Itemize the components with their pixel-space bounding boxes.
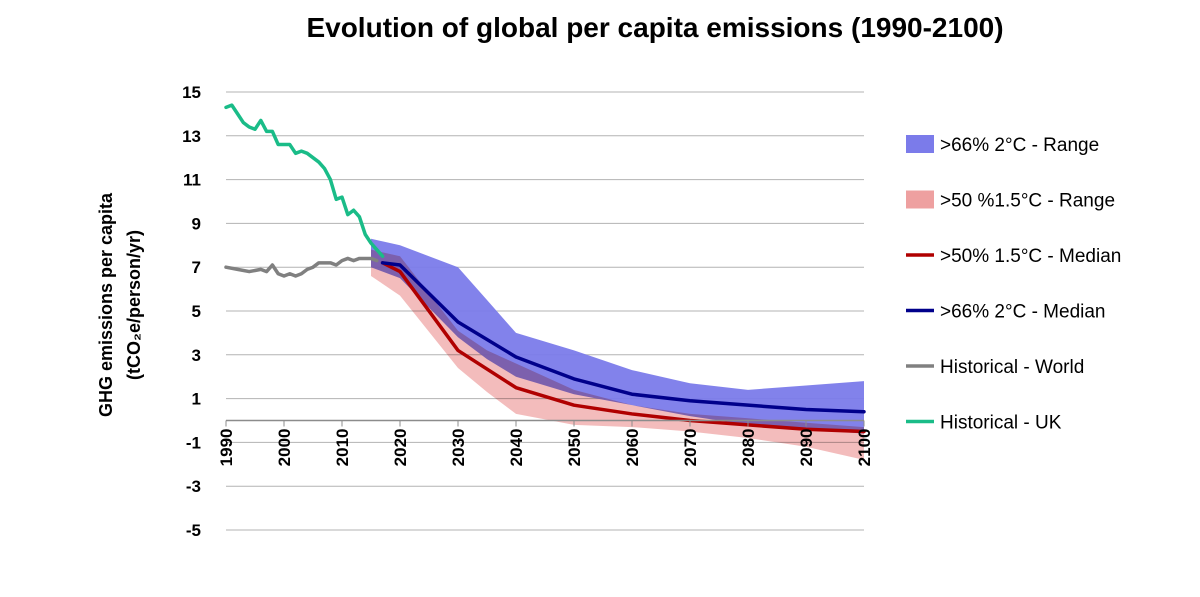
y-tick-label: 1 [192, 390, 201, 409]
y-tick-labels: 15 13 11 9 7 5 3 1 -1 -3 -5 [182, 83, 201, 540]
y-axis-unit: (tCO₂e/person/yr) [124, 230, 144, 380]
x-tick-label: 2020 [391, 429, 410, 467]
y-tick-label: -3 [186, 477, 201, 496]
y-tick-label: 13 [182, 127, 201, 146]
x-tick-label: 2040 [507, 429, 526, 467]
x-tick-label: 2080 [739, 429, 758, 467]
axes [225, 419, 865, 427]
line-historical-uk [224, 103, 385, 258]
legend-swatch-50-1-5-c-range [906, 190, 934, 209]
series-lines [224, 103, 866, 434]
x-tick-label: 1990 [217, 429, 236, 467]
legend-label: Historical - UK [940, 413, 1062, 434]
line-66-2-c-median [380, 261, 866, 414]
line-50-1-5-c-median [380, 261, 866, 434]
chart-title: Evolution of global per capita emissions… [306, 12, 1004, 43]
range-areas [371, 238, 864, 460]
x-tick-label: 2030 [449, 429, 468, 467]
x-tick-label: 2050 [565, 429, 584, 467]
legend: >66% 2°C - Range >50 %1.5°C - Range >50% 1… [906, 135, 1121, 434]
x-tick-label: 2060 [623, 429, 642, 467]
area-50-1-5-c-range [371, 249, 864, 460]
y-tick-label: -5 [186, 521, 201, 540]
legend-swatch-66-2-c-range [906, 135, 934, 153]
x-tick-label: 2000 [275, 429, 294, 467]
legend-label: >66% 2°C - Median [940, 302, 1106, 323]
y-tick-label: -1 [186, 433, 201, 452]
x-tick-labels: 1990 2000 2010 2020 2030 2040 2050 2060 2070 2080… [217, 429, 874, 467]
legend-label: >66% 2°C - Range [940, 135, 1099, 156]
y-tick-label: 5 [192, 302, 201, 321]
area-66-2-c-range [371, 238, 864, 434]
x-tick-label: 2070 [681, 429, 700, 467]
gridlines [226, 91, 864, 531]
x-tick-label: 2090 [797, 429, 816, 467]
x-tick-label: 2100 [855, 429, 874, 467]
y-tick-label: 11 [183, 171, 201, 190]
y-tick-label: 3 [192, 346, 201, 365]
y-tick-label: 7 [192, 258, 201, 277]
y-axis-label: GHG emissions per capita [96, 192, 116, 417]
y-tick-label: 9 [192, 214, 201, 233]
y-tick-label: 15 [182, 83, 201, 102]
x-tick-label: 2010 [333, 429, 352, 467]
legend-label: >50% 1.5°C - Median [940, 246, 1121, 267]
legend-label: Historical - World [940, 357, 1084, 378]
line-historical-world [224, 256, 379, 278]
legend-label: >50 %1.5°C - Range [940, 191, 1115, 212]
